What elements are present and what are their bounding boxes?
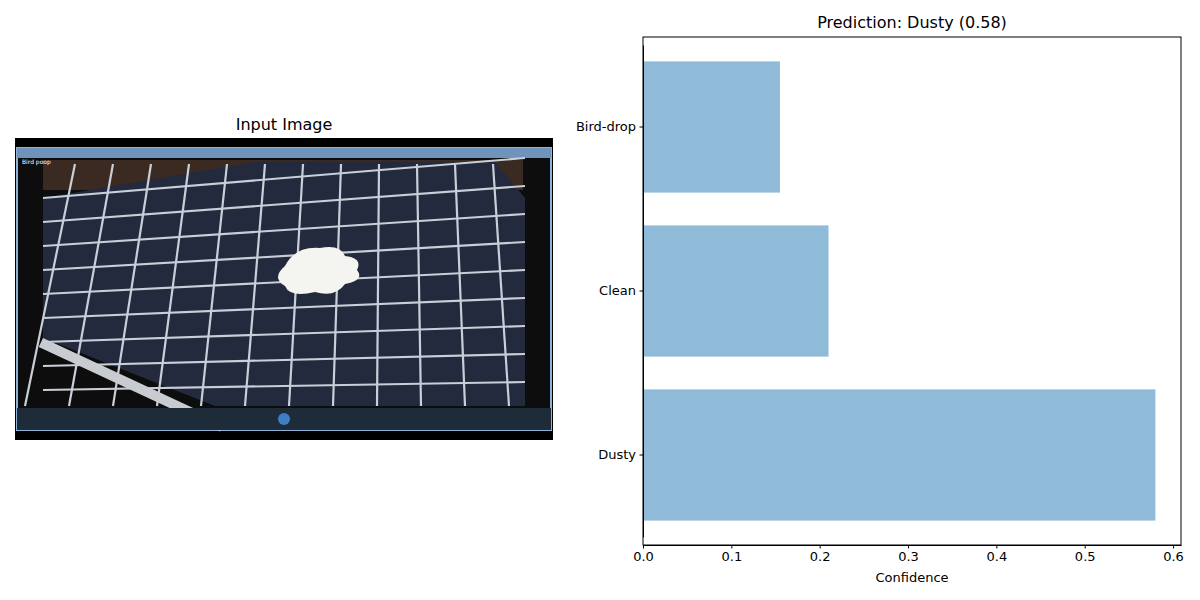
x-tick-mark [1173, 545, 1174, 549]
panel-line [43, 382, 525, 390]
panel-line [43, 242, 525, 270]
player-controls [17, 408, 551, 430]
panel-line [157, 164, 189, 406]
panel-line [245, 164, 265, 406]
plot-frame [643, 37, 1181, 545]
play-button [278, 413, 290, 425]
y-tick: Bird-drop [576, 119, 643, 134]
x-tick: 0.3 [898, 545, 919, 564]
bar [643, 61, 780, 192]
panel-line [417, 164, 421, 406]
x-tick: 0.1 [721, 545, 742, 564]
y-tick-mark [640, 455, 644, 456]
x-tick: 0.5 [1075, 545, 1096, 564]
x-tick: 0.4 [987, 545, 1008, 564]
x-axis-title: Confidence [875, 570, 948, 585]
panel-line [25, 164, 75, 406]
x-tick-label: 0.6 [1163, 549, 1184, 564]
bars [643, 61, 1155, 520]
solar-panel [43, 162, 525, 406]
x-tick-label: 0.3 [898, 549, 919, 564]
x-tick-label: 0.0 [633, 549, 654, 564]
y-tick-label: Dusty [598, 447, 636, 462]
panel-line [43, 354, 525, 366]
panel-line [43, 326, 525, 342]
input-image: Bird poop [15, 138, 553, 440]
x-tick-mark [1085, 545, 1086, 549]
x-tick-mark [908, 545, 909, 549]
x-tick: 0.0 [633, 545, 654, 564]
image-background [15, 138, 553, 440]
panel-line [43, 298, 525, 318]
x-axis: 0.0 0.1 0.2 0.3 0.4 0.5 0.6 [633, 545, 1184, 564]
panel-line [113, 164, 151, 406]
panel-line [377, 164, 379, 406]
x-tick: 0.2 [810, 545, 831, 564]
x-tick-mark [996, 545, 997, 549]
x-tick-mark [820, 545, 821, 549]
image-title: Input Image [236, 115, 333, 134]
chart-title: Prediction: Dusty (0.58) [817, 13, 1007, 32]
x-tick: 0.6 [1163, 545, 1184, 564]
x-tick-label: 0.2 [810, 549, 831, 564]
panel-line [43, 186, 525, 222]
y-tick-mark [640, 127, 644, 128]
x-tick-label: 0.4 [987, 549, 1008, 564]
y-tick-mark [640, 291, 644, 292]
y-tick: Dusty [598, 447, 643, 462]
player-window [17, 148, 551, 430]
y-axis: Dusty Clean Bird-drop [576, 46, 644, 538]
player-titlebar [17, 148, 551, 158]
x-tick-label: 0.1 [721, 549, 742, 564]
panel-line [455, 164, 465, 406]
x-tick-mark [731, 545, 732, 549]
bar [643, 225, 829, 356]
panel-line [493, 164, 509, 406]
y-tick: Clean [599, 283, 643, 298]
image-caption: Bird poop [22, 158, 51, 166]
y-tick-label: Bird-drop [576, 119, 636, 134]
bar [643, 389, 1155, 520]
x-tick-label: 0.5 [1075, 549, 1096, 564]
y-tick-label: Clean [599, 283, 636, 298]
x-tick-mark [643, 545, 644, 549]
bird-drop-blob [278, 247, 359, 294]
panel-line [43, 214, 525, 246]
